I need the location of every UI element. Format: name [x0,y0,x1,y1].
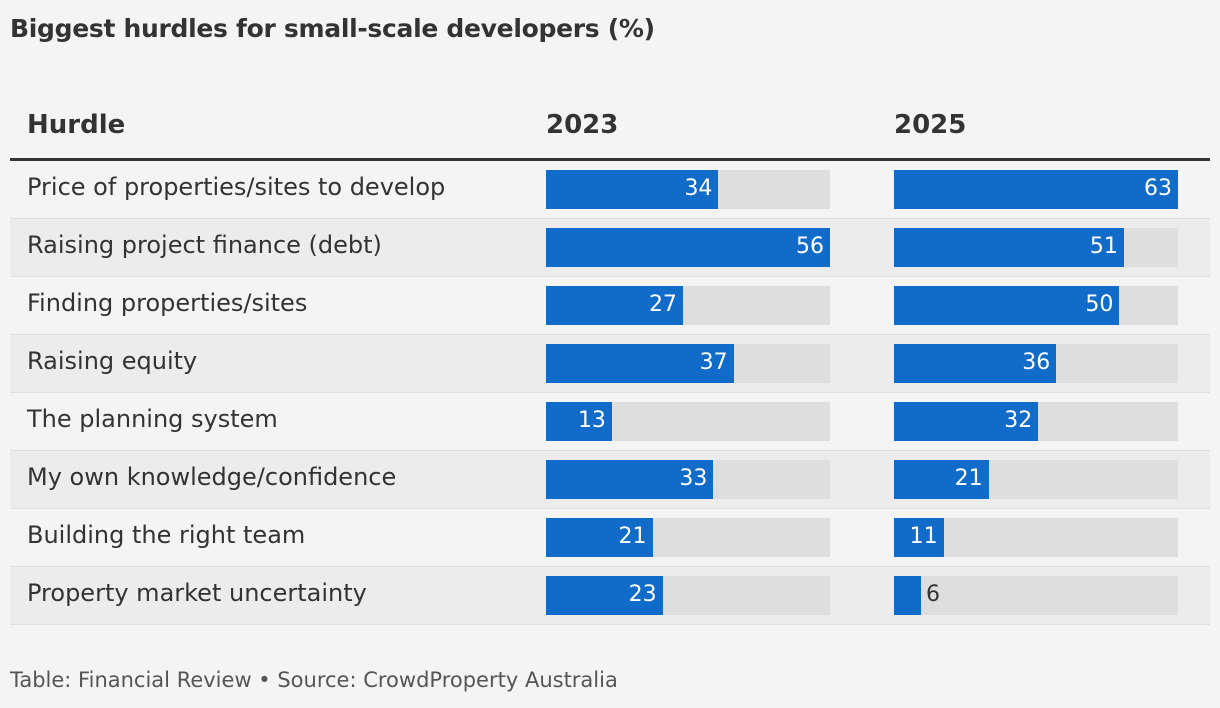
bar-track-2023: 13 [546,402,830,441]
bar-2023 [546,228,830,267]
bar-track-2025: 21 [894,460,1178,499]
bar-track-2025: 50 [894,286,1178,325]
bar-track-2023: 23 [546,576,830,615]
table-body: Price of properties/sites to develop 34 63… [10,161,1210,625]
bar-2023 [546,460,714,499]
bar-value-2023: 33 [679,466,708,491]
bar-value-2025: 50 [1085,292,1114,317]
bar-track-2025: 51 [894,228,1178,267]
bar-2025 [894,460,989,499]
bar-track-2025: 6 [894,576,1178,615]
hurdle-label: Price of properties/sites to develop [27,173,446,201]
hurdle-label: Property market uncertainty [27,579,367,607]
bar-value-2025: 36 [1022,350,1051,375]
chart-title: Biggest hurdles for small-scale develope… [10,14,655,43]
hurdles-table: Hurdle 2023 2025 Price of properties/sit… [10,100,1210,625]
bar-track-2025: 63 [894,170,1178,209]
bar-2023 [546,344,734,383]
bar-value-2025: 21 [954,466,983,491]
table-header: Hurdle 2023 2025 [10,100,1210,161]
hurdle-label: Raising project finance (debt) [27,231,382,259]
bar-track-2023: 34 [546,170,830,209]
bar-2025 [894,518,944,557]
bar-2023 [546,170,719,209]
bar-2025 [894,228,1124,267]
bar-2023 [546,518,653,557]
bar-2025 [894,170,1178,209]
bar-2025 [894,286,1120,325]
header-hurdle: Hurdle [27,110,126,140]
header-2023: 2023 [546,110,619,140]
hurdle-label: My own knowledge/confidence [27,463,397,491]
bar-value-2023: 13 [577,408,606,433]
bar-track-2025: 32 [894,402,1178,441]
bar-value-2023: 27 [648,292,677,317]
bar-track-2025: 11 [894,518,1178,557]
table-row: Raising project finance (debt) 56 51 [10,219,1210,277]
hurdle-label: The planning system [27,405,278,433]
bar-value-2025: 11 [909,524,938,549]
header-2025: 2025 [894,110,967,140]
hurdle-label: Finding properties/sites [27,289,308,317]
table-row: Finding properties/sites 27 50 [10,277,1210,335]
bar-value-2023: 23 [628,582,657,607]
table-row: My own knowledge/confidence 33 21 [10,451,1210,509]
bar-2025 [894,576,922,615]
table-row: Property market uncertainty 23 6 [10,567,1210,625]
bar-value-2023: 34 [684,176,713,201]
bar-value-2023: 21 [618,524,647,549]
bar-value-2025: 51 [1089,234,1118,259]
bar-2023 [546,286,683,325]
hurdle-label: Raising equity [27,347,198,375]
bar-value-2023: 56 [796,234,824,259]
bar-track-2023: 21 [546,518,830,557]
bar-track-2023: 37 [546,344,830,383]
table-row: Raising equity 37 36 [10,335,1210,393]
hurdle-label: Building the right team [27,521,306,549]
bar-value-2025: 32 [1004,408,1033,433]
table-row: Price of properties/sites to develop 34 63 [10,161,1210,219]
bar-track-2023: 33 [546,460,830,499]
bar-2025 [894,344,1057,383]
bar-track-2023: 56 [546,228,830,267]
bar-track-2025: 36 [894,344,1178,383]
bar-value-2025: 63 [1144,176,1172,201]
bar-2023 [546,402,612,441]
footer-source: Table: Financial Review • Source: CrowdP… [10,668,618,692]
bar-value-2025: 6 [926,582,941,607]
table-row: Building the right team 21 11 [10,509,1210,567]
bar-value-2023: 37 [699,350,728,375]
bar-2025 [894,402,1039,441]
table-row: The planning system 13 32 [10,393,1210,451]
bar-2023 [546,576,663,615]
bar-track-2023: 27 [546,286,830,325]
